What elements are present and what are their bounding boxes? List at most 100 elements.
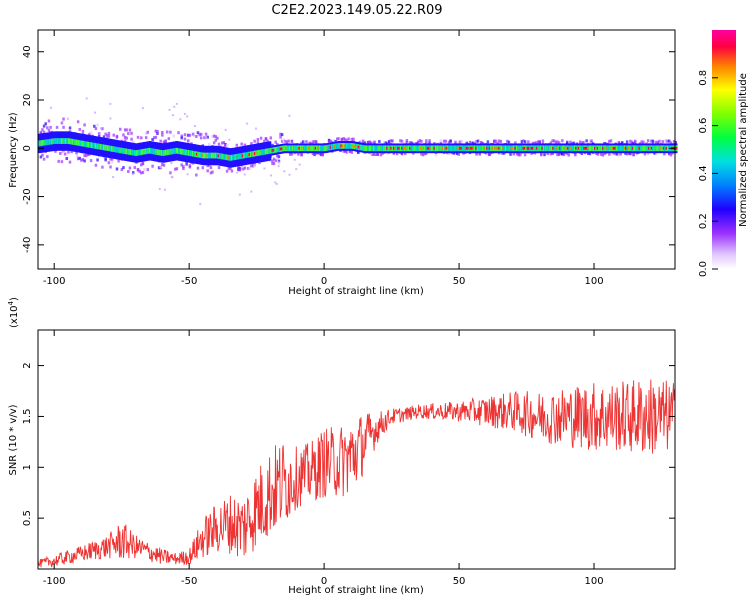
spectrogram-cell [574, 151, 577, 155]
spectrogram-cell [212, 141, 216, 145]
spectrogram-core [140, 149, 144, 156]
spectrogram-peak [455, 146, 458, 150]
spectrogram-peak [272, 148, 276, 152]
spectrogram-cell [78, 156, 81, 160]
spectrogram-core [293, 145, 296, 152]
spectrogram-cell [506, 139, 509, 143]
snr-xtick-label: -50 [181, 576, 197, 587]
spectrogram-cell [165, 130, 169, 134]
spectrogram-cell [562, 153, 566, 157]
spectrogram-core [56, 138, 60, 144]
spectrogram-cell [518, 153, 522, 157]
spectrogram-cell [629, 152, 632, 156]
spectrogram-peak [585, 146, 589, 150]
spectrogram-core [90, 142, 94, 149]
spectrogram-cell [374, 152, 378, 156]
spectrogram-cell [63, 152, 67, 156]
spectrogram-cell [214, 138, 218, 142]
spectrogram-cell [418, 139, 422, 143]
spectrogram-peak [228, 156, 231, 160]
spectrogram-cell [89, 159, 93, 163]
spectrogram-cell [127, 132, 130, 136]
spectrogram-peak [302, 146, 306, 150]
spectrogram-core [395, 145, 399, 152]
spectrogram-core [47, 139, 50, 145]
spectrogram-core [150, 148, 153, 154]
spectrogram-core [87, 141, 91, 148]
spectrogram-cell [549, 152, 553, 156]
spectrogram-peak [567, 146, 570, 150]
spectrogram-core [324, 145, 327, 152]
spectrogram-core [330, 144, 334, 150]
spectrogram-cell [258, 161, 261, 165]
spectrogram-cell [96, 158, 99, 162]
spectrogram-core [143, 148, 146, 155]
spectrogram-cell [617, 153, 621, 157]
spectrogram-cell [235, 143, 239, 147]
spectrogram-cell [274, 159, 277, 163]
spectrogram-cell [340, 137, 344, 141]
spectrogram-cell [276, 156, 279, 160]
spectrogram-cell [664, 139, 668, 143]
spectrogram-peak [394, 146, 397, 150]
spectrogram-cell [379, 153, 383, 157]
spectrogram-xlabel: Height of straight line (km) [288, 286, 424, 297]
spectrogram-outlier [194, 124, 197, 127]
spectrogram-core [621, 145, 624, 152]
spectrogram-panel: -100 -50 0 50 100 -40 -20 0 20 40 Height of strai… [8, 29, 678, 297]
spectrogram-cell [242, 167, 245, 171]
spectrogram-cell [274, 140, 277, 144]
spectrogram-peak [522, 146, 525, 150]
spectrogram-peak [388, 146, 392, 150]
snr-ytick-label: 1.5 [22, 408, 33, 424]
spectrogram-core [262, 149, 265, 156]
spectrogram-core [159, 149, 162, 156]
spectrogram-outlier [99, 127, 102, 130]
spectrogram-outlier [269, 174, 272, 177]
spectrogram-core [595, 145, 598, 152]
spectrogram-cell [428, 139, 431, 143]
spectrogram-cell [625, 140, 629, 144]
spectrogram-cell [151, 164, 154, 168]
spectrogram-peak [502, 146, 505, 150]
spectrogram-cell [360, 139, 363, 143]
spectrogram-cell [280, 133, 284, 137]
spectrogram-core [548, 145, 551, 152]
spectrogram-outlier [274, 181, 277, 184]
spectrogram-outlier [250, 190, 253, 193]
spectrogram-cell [603, 152, 606, 156]
spectrogram-peak [530, 146, 534, 150]
spectrogram-cell [546, 152, 550, 156]
spectrogram-core [328, 144, 331, 151]
spectrogram-cell [301, 140, 305, 144]
snr-ytick-label: 0.5 [22, 510, 33, 526]
spectrogram-cell [67, 150, 70, 154]
spectrogram-cell [217, 166, 221, 170]
spectrogram-cell [188, 133, 192, 137]
spectrogram-core [603, 145, 606, 152]
spectrogram-cell [578, 140, 582, 144]
spectrogram-cell [269, 136, 273, 140]
spectrogram-core [48, 138, 52, 145]
spectrogram-cell [248, 166, 252, 170]
spectrogram-peak [562, 146, 566, 150]
spectrogram-cell [62, 125, 65, 129]
spectrogram-core [500, 145, 504, 152]
spectrogram-cell [107, 131, 111, 135]
spectrogram-cell [225, 169, 229, 173]
spectrogram-peak [660, 146, 663, 150]
spectrogram-cell [76, 120, 80, 124]
spectrogram-peak [340, 144, 343, 148]
spectrogram-core [69, 138, 72, 145]
spectrogram-core [316, 145, 319, 152]
spectrogram-peak [256, 151, 260, 155]
spectrogram-core [464, 145, 467, 152]
spectrogram-cell [144, 132, 148, 136]
spectrogram-cell [344, 138, 347, 142]
spectrogram-core [440, 145, 443, 152]
spectrogram-peak [638, 146, 642, 150]
snr-ylabel: SNR (10 * v/v) [8, 404, 19, 475]
spectrogram-core [113, 146, 117, 153]
spectrogram-core [367, 145, 370, 152]
spectrogram-cell [131, 140, 135, 144]
